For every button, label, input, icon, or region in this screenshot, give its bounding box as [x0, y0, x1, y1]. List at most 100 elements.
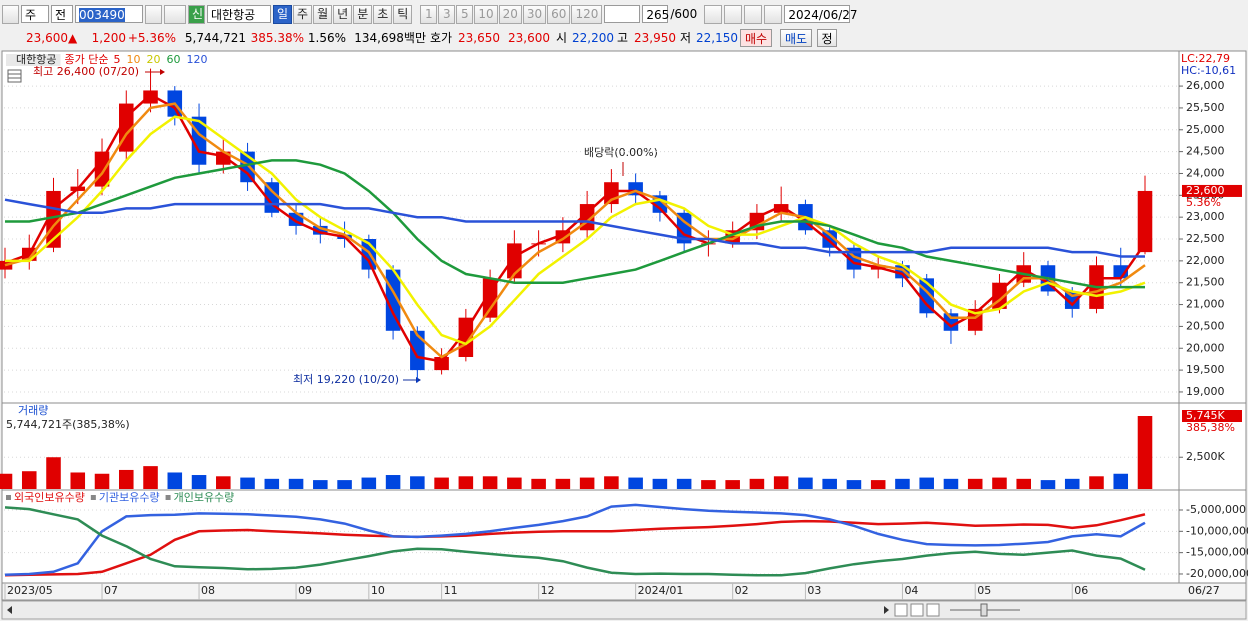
- volume-bar: [119, 469, 134, 489]
- moving-average-line: [4, 198, 1145, 258]
- last-date: 06/27: [1188, 584, 1220, 597]
- table-icon[interactable]: [7, 69, 22, 83]
- legend-prefix: 종가 단순: [64, 53, 108, 66]
- legend-entry: 개인보유수량: [174, 491, 235, 504]
- volume-bar: [967, 478, 983, 489]
- sell-button[interactable]: 매도: [780, 29, 812, 47]
- tool-button[interactable]: [724, 4, 743, 24]
- high-annotation: 최고 26,400 (07/20): [33, 65, 139, 78]
- bid: 23,600: [508, 31, 550, 45]
- candle-body: [143, 90, 158, 104]
- interval-button[interactable]: 10: [474, 4, 498, 24]
- play-back[interactable]: [894, 603, 908, 617]
- volume-bar: [1040, 480, 1056, 489]
- zoom-thumb[interactable]: [980, 603, 988, 617]
- dividend-annotation: 배당락(0.00%): [584, 146, 658, 159]
- volume-bar: [385, 475, 401, 489]
- x-tick-label: 2024/01: [638, 584, 684, 597]
- legend-swatch: [90, 495, 96, 500]
- buy-button[interactable]: 매수: [740, 29, 772, 47]
- tool-button[interactable]: [704, 4, 723, 24]
- scroll-left[interactable]: [7, 606, 12, 614]
- period-button[interactable]: 월: [313, 4, 333, 24]
- volume-bar: [361, 477, 377, 489]
- code-input[interactable]: 003490: [75, 5, 143, 23]
- period-button[interactable]: 분: [353, 4, 373, 24]
- x-tick-label: 12: [541, 584, 555, 597]
- y-tick-label: 21,000: [1186, 298, 1225, 311]
- stop[interactable]: [926, 603, 940, 617]
- high-arrowhead: [160, 69, 165, 75]
- open-label: 시: [556, 31, 568, 45]
- holding-line: [4, 503, 1146, 577]
- high: 23,950: [634, 31, 676, 45]
- volume-rate: 385.38%: [250, 31, 304, 45]
- volume-value-label: 5,745K: [1186, 409, 1225, 422]
- interval-button[interactable]: 5: [456, 4, 474, 24]
- sound-button[interactable]: [164, 4, 186, 24]
- interval-button[interactable]: 30: [522, 4, 547, 24]
- volume-bar: [1113, 473, 1129, 489]
- y-tick-label: 25,500: [1186, 101, 1225, 114]
- legend-swatch: [6, 495, 11, 500]
- volume-subtitle: 5,744,721주(385,38%): [6, 418, 130, 431]
- y-tick-label: 24,500: [1186, 145, 1225, 158]
- market-select[interactable]: 주: [21, 5, 49, 23]
- period-button[interactable]: 초: [373, 4, 393, 24]
- volume-bar: [579, 477, 595, 489]
- code-text: 003490: [79, 8, 125, 22]
- volume-bar: [94, 473, 110, 489]
- tool-button[interactable]: [744, 4, 763, 24]
- period-button[interactable]: 틱: [393, 4, 413, 24]
- y-tick-label: -15,000,000: [1186, 546, 1248, 559]
- volume-bar: [507, 477, 522, 489]
- legend-entry: 5: [113, 53, 120, 66]
- volume-bar: [749, 478, 765, 489]
- volume-bar: [652, 478, 668, 489]
- volume-bar: [531, 478, 546, 489]
- interval-button[interactable]: 60: [547, 4, 571, 24]
- volume-bar: [676, 478, 692, 489]
- date-input[interactable]: 2024/06/27: [784, 5, 858, 23]
- legend-entry: 외국인보유수량: [14, 491, 85, 504]
- interval-button[interactable]: 1: [420, 4, 438, 24]
- interval-select[interactable]: [604, 5, 641, 23]
- scroll-bar: [1, 600, 1247, 620]
- y-tick-label: 19,500: [1186, 363, 1225, 376]
- x-axis-bar: [1, 582, 1247, 601]
- scroll-right[interactable]: [884, 606, 889, 614]
- correct-button[interactable]: 정: [817, 29, 837, 47]
- settings-button[interactable]: [764, 4, 783, 24]
- kind-select[interactable]: 전: [51, 5, 73, 23]
- interval-button[interactable]: 120: [571, 4, 603, 24]
- volume-bar: [1089, 476, 1104, 489]
- pause[interactable]: [910, 603, 924, 617]
- volume-title: 거래량: [18, 404, 48, 417]
- count-input[interactable]: 265: [642, 5, 669, 23]
- count-max: /600: [670, 7, 698, 21]
- new-badge[interactable]: 신: [188, 4, 205, 24]
- x-tick-label: 08: [201, 584, 215, 597]
- search-button[interactable]: [145, 4, 162, 24]
- y-tick-label: 19,000: [1186, 385, 1225, 398]
- bid-ask-label: 호가: [430, 31, 453, 45]
- y-tick-label: -20,000,000: [1186, 567, 1248, 580]
- period-button[interactable]: 일: [273, 4, 293, 24]
- candle-body: [94, 151, 110, 187]
- period-button[interactable]: 년: [333, 4, 353, 24]
- y-tick-label: 24,000: [1186, 166, 1225, 179]
- legend-entry: 60: [166, 53, 180, 66]
- y-tick-label: -5,000,000: [1186, 503, 1246, 516]
- interval-button[interactable]: 3: [438, 4, 456, 24]
- legend-entry: 기관보유수량: [99, 491, 160, 504]
- interval-button[interactable]: 20: [498, 4, 522, 24]
- menu-icon[interactable]: [2, 4, 19, 24]
- volume-bar: [725, 480, 740, 489]
- legend-name-box: [6, 54, 61, 66]
- period-button[interactable]: 주: [293, 4, 313, 24]
- hc-label: HC:-10,61: [1181, 64, 1236, 77]
- interval-buttons: 1 3 5 10 20 30 60 120: [420, 4, 603, 24]
- volume-bar: [337, 480, 352, 489]
- volume-bar: [870, 480, 886, 489]
- x-tick-label: 2023/05: [7, 584, 53, 597]
